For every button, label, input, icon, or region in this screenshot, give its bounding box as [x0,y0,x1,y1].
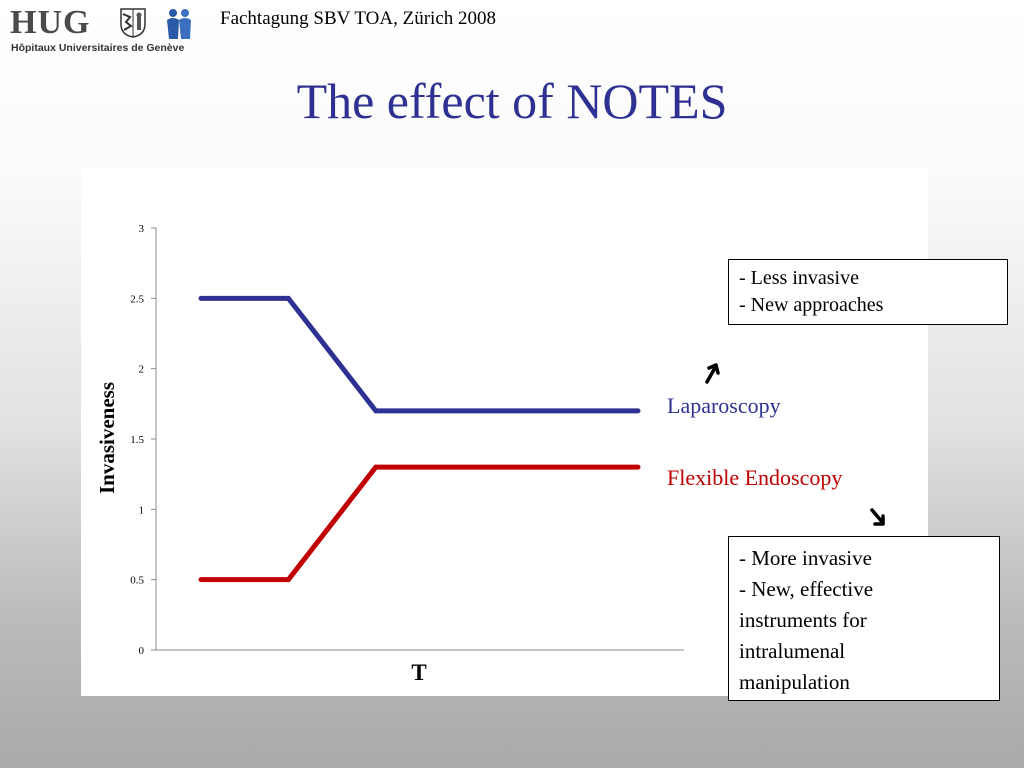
y-axis-label: Invasiveness [95,382,119,494]
note-line: intralumenal [739,639,846,663]
note-line: - More invasive [739,546,872,570]
event-header: Fachtagung SBV TOA, Zürich 2008 [220,8,497,29]
y-tick-label: 3 [139,223,145,235]
note-line: - New, effective [739,577,874,601]
x-axis-label: T [411,660,426,685]
note-box-endoscopy: - More invasive - New, effective instrum… [728,536,1000,701]
arrow-down-icon [870,508,885,526]
y-tick-label: 0 [139,645,145,657]
logo-subtitle: Hôpitaux Universitaires de Genève [11,42,185,54]
note-line: - New approaches [739,294,884,316]
note-line: instruments for [739,608,867,632]
y-tick-label: 1 [139,504,145,516]
series-line-laparoscopy [198,295,641,414]
chart-series [198,295,641,583]
note-line: manipulation [739,670,850,694]
arrow-up-icon [705,363,720,384]
y-tick-label: 2.5 [130,293,144,305]
chart-axes [155,228,684,651]
note-line: - Less invasive [739,267,859,289]
y-tick-label: 1.5 [130,434,144,446]
y-ticks: 0 0.5 1 1.5 2 2.5 3 [130,223,156,657]
flexible-endoscopy-label: Flexible Endoscopy [667,465,843,490]
people-icon [167,9,191,39]
geneva-shield-icon [120,8,146,38]
laparoscopy-label: Laparoscopy [667,393,781,418]
y-tick-label: 2 [139,364,145,376]
note-box-laparoscopy: - Less invasive - New approaches [728,259,1008,325]
line-chart: 0 0.5 1 1.5 2 2.5 3 Invasiveness T [95,223,684,685]
hug-logo: HUG Hôpitaux Universitaires de Genève [6,4,198,58]
y-tick-label: 0.5 [130,575,144,587]
series-line-flexible-endoscopy [198,464,641,583]
slide-title: The effect of NOTES [296,73,728,129]
logo-wordmark: HUG [10,4,91,41]
